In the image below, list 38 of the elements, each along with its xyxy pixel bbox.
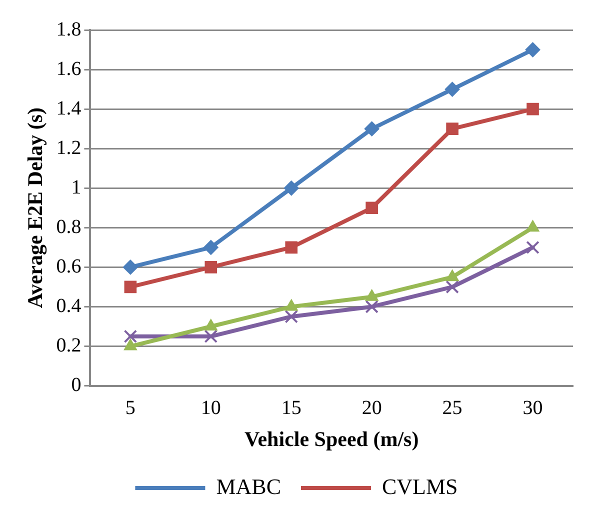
point xyxy=(446,280,459,294)
y-tick-label: 1.4 xyxy=(56,97,82,120)
legend-label: CVLMS xyxy=(382,474,458,499)
point xyxy=(204,261,218,274)
x-tick-label: 10 xyxy=(200,397,221,420)
point xyxy=(526,240,540,254)
point xyxy=(284,180,299,196)
y-tick-label: 0.6 xyxy=(56,255,82,278)
x-tick-label: 5 xyxy=(125,397,136,420)
y-tick-label: 0.4 xyxy=(56,294,82,317)
point xyxy=(365,300,378,314)
y-tick-label: 0.8 xyxy=(56,216,82,238)
y-axis-title: Average E2E Delay (s) xyxy=(23,107,48,308)
point xyxy=(124,330,138,344)
legend-label: MABC xyxy=(216,474,281,499)
y-tick-label: 1.6 xyxy=(56,58,82,80)
point xyxy=(284,310,298,324)
y-tick-label: 0 xyxy=(71,374,82,396)
y-tick-label: 1.8 xyxy=(56,18,82,40)
point xyxy=(446,122,458,135)
point xyxy=(204,330,218,344)
point xyxy=(203,240,218,255)
point xyxy=(122,260,138,275)
x-axis-title: Vehicle Speed (m/s) xyxy=(244,426,419,451)
x-tick-label: 25 xyxy=(442,397,462,420)
point xyxy=(366,202,378,214)
point xyxy=(124,280,137,294)
x-tick-label: 15 xyxy=(281,397,302,420)
point xyxy=(364,121,380,136)
point xyxy=(525,42,540,58)
x-tick-label: 20 xyxy=(362,397,382,420)
x-tick-label: 30 xyxy=(522,397,543,420)
point xyxy=(444,82,460,97)
y-tick-label: 0.2 xyxy=(56,334,82,357)
y-tick-label: 1 xyxy=(71,176,82,198)
point xyxy=(285,241,298,254)
y-tick-label: 1.2 xyxy=(56,136,82,159)
point xyxy=(526,102,539,116)
